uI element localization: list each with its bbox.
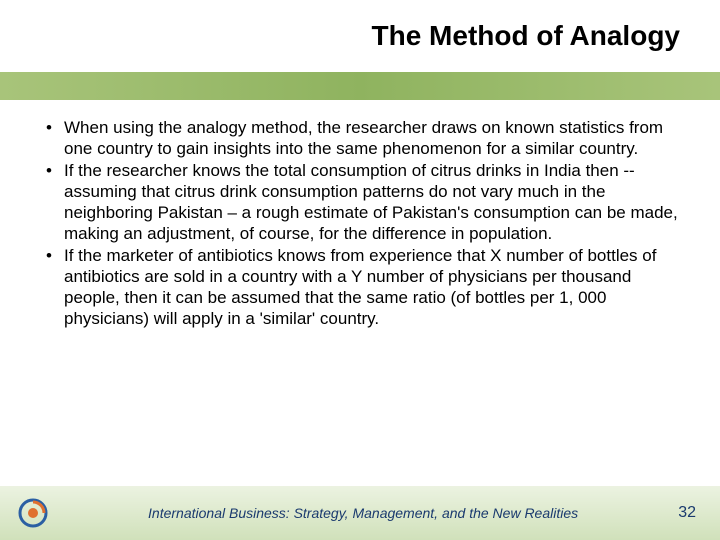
- slide-container: The Method of Analogy When using the ana…: [0, 0, 720, 540]
- bullet-item: When using the analogy method, the resea…: [40, 118, 680, 159]
- accent-bar: [0, 72, 720, 100]
- bullet-item: If the marketer of antibiotics knows fro…: [40, 246, 680, 329]
- slide-title: The Method of Analogy: [0, 20, 680, 52]
- footer-bar: International Business: Strategy, Manage…: [0, 486, 720, 540]
- bullet-item: If the researcher knows the total consum…: [40, 161, 680, 244]
- footer-text: International Business: Strategy, Manage…: [48, 505, 678, 521]
- logo-icon: [18, 498, 48, 528]
- page-number: 32: [678, 504, 696, 522]
- bullet-list: When using the analogy method, the resea…: [40, 118, 680, 329]
- title-area: The Method of Analogy: [0, 20, 720, 52]
- content-area: When using the analogy method, the resea…: [40, 118, 680, 331]
